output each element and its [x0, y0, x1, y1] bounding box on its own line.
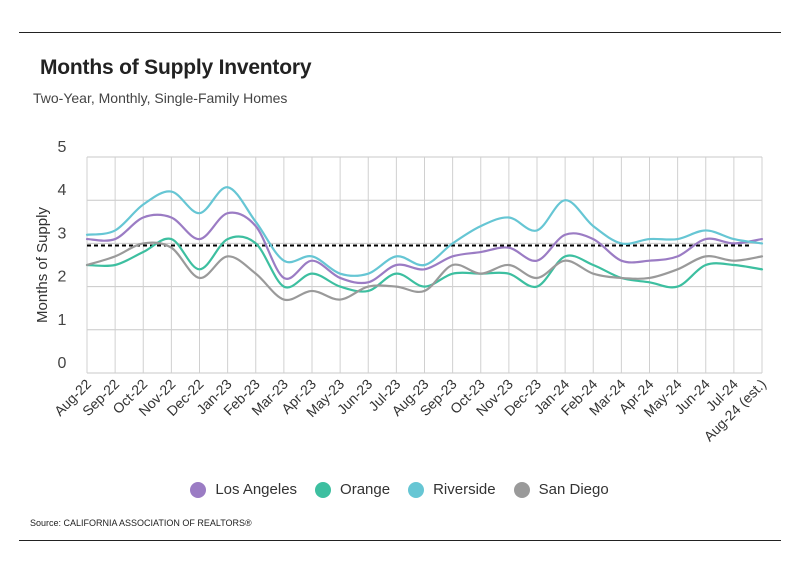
bottom-rule — [19, 540, 781, 541]
legend-label: San Diego — [538, 481, 609, 498]
legend-label: Orange — [340, 481, 391, 498]
y-tick-label: 4 — [58, 182, 67, 199]
chart-subtitle: Two-Year, Monthly, Single-Family Homes — [33, 90, 288, 106]
series-line-riverside — [85, 186, 764, 277]
legend-swatch — [315, 481, 332, 498]
series-line-orange — [85, 235, 764, 293]
legend-item: San Diego — [513, 481, 609, 498]
legend-swatch — [408, 481, 425, 498]
legend-label: Los Angeles — [215, 481, 298, 498]
series-line-los-angeles — [85, 211, 764, 285]
legend-label: Riverside — [433, 481, 496, 498]
y-tick-label: 1 — [58, 312, 67, 329]
x-axis-ticks: Aug-22Sep-22Oct-22Nov-22Dec-22Jan-23Feb-… — [51, 376, 769, 445]
legend-swatch — [513, 481, 530, 498]
y-tick-label: 0 — [58, 355, 67, 372]
y-tick-label: 5 — [58, 139, 67, 156]
series-line-san-diego — [85, 241, 764, 302]
chart-title: Months of Supply Inventory — [40, 56, 312, 79]
y-tick-label: 3 — [58, 225, 67, 242]
legend-item: Los Angeles — [190, 481, 297, 498]
legend-swatch — [190, 481, 207, 498]
legend: Los Angeles Orange Riverside San Diego — [0, 481, 799, 498]
y-axis-label: Months of Supply — [34, 207, 51, 323]
source-note: Source: CALIFORNIA ASSOCIATION OF REALTO… — [30, 518, 252, 528]
y-tick-label: 2 — [58, 269, 67, 286]
top-rule — [19, 32, 781, 33]
series-lines — [85, 186, 764, 302]
legend-item: Orange — [315, 481, 390, 498]
y-axis-ticks: 0 1 2 3 4 5 — [58, 139, 67, 372]
legend-item: Riverside — [408, 481, 496, 498]
